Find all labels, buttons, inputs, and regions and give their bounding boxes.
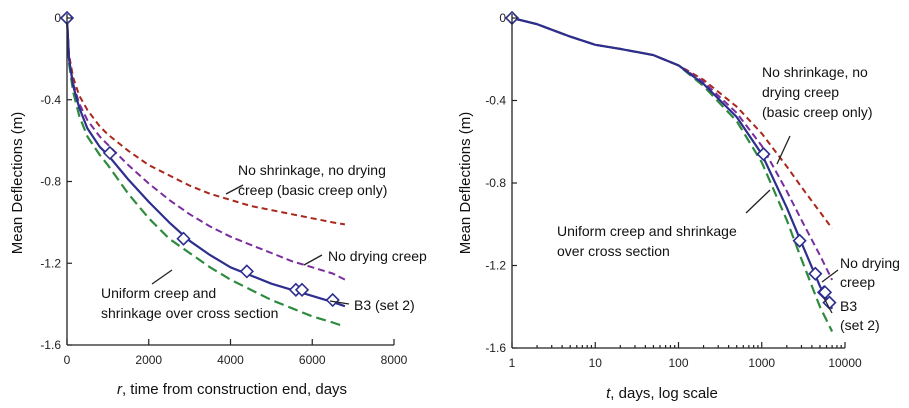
right-markers [504, 10, 837, 310]
right-y-axis-label: Mean Deflections (m) [457, 112, 474, 255]
right-annotation-no-shrinkage-line1: No shrinkage, no [762, 64, 868, 80]
left-y-axis-label: Mean Deflections (m) [9, 112, 26, 255]
right-annotation-no-drying-line1: No drying [840, 255, 900, 271]
right-annotation-b3-line1: B3 [840, 298, 857, 314]
left-annotation-no-shrinkage-line2: creep (basic creep only) [238, 182, 387, 198]
left-annotation-uniform: Uniform creep and shrinkage over cross s… [101, 285, 278, 321]
right-b3-marker [792, 233, 807, 248]
left-annotation-no-shrinkage: No shrinkage, no drying creep (basic cre… [238, 162, 390, 198]
left-arrow-b3 [329, 300, 350, 305]
chart-left: Mean Deflections (m) r, time from constr… [9, 10, 427, 398]
left-x-tick-label: 0 [64, 353, 71, 367]
left-series-no-shrinkage [66, 17, 346, 226]
right-arrow-uniform [745, 189, 771, 214]
right-annotation-b3: B3 (set 2) [840, 298, 880, 333]
left-arrow-no-drying [303, 254, 323, 266]
right-arrow-no-drying [821, 269, 839, 283]
left-y-tick-label: -1.6 [40, 338, 61, 352]
right-annotation-b3-line2: (set 2) [840, 317, 880, 333]
right-annotation-uniform-line1: Uniform creep and shrinkage [557, 223, 737, 239]
left-arrow-uniform [151, 269, 173, 285]
right-x-axis-label: t, days, log scale [606, 385, 718, 402]
left-x-tick-label: 6000 [299, 353, 326, 367]
right-y-tick-label: -0.8 [485, 176, 506, 190]
right-x-axis-label-variable: t [606, 385, 611, 402]
left-arrow-no-shrinkage [225, 184, 244, 195]
left-x-axis-label-text: , time from construction end, days [122, 381, 347, 398]
right-y-tick-label: 0 [499, 11, 506, 25]
left-markers [59, 10, 340, 308]
left-annotation-b3: B3 (set 2) [354, 297, 415, 313]
left-annotation-uniform-line1: Uniform creep and [101, 285, 216, 301]
right-y-tick-label: -1.2 [485, 259, 506, 273]
right-x-tick-label: 1000 [748, 356, 775, 370]
left-y-tick-label: -0.4 [40, 93, 61, 107]
right-annotation-no-shrinkage-line3: (basic creep only) [762, 104, 873, 120]
left-b3-marker [294, 282, 310, 297]
right-x-tick-label: 10000 [828, 356, 862, 370]
left-x-tick-label: 4000 [217, 353, 244, 367]
left-annotation-no-shrinkage-line1: No shrinkage, no drying [238, 162, 386, 178]
right-tick-labels: 0 -0.4 -0.8 -1.2 -1.61 10 100 1000 10000 [485, 11, 862, 370]
left-b3-marker [176, 231, 191, 246]
left-annotation-no-drying: No drying creep [328, 248, 427, 264]
right-x-tick-label: 10 [589, 356, 603, 370]
left-x-axis-label: r, time from construction end, days [117, 381, 347, 398]
right-arrow-no-shrinkage [776, 135, 791, 165]
right-series-no-shrinkage [511, 17, 833, 229]
right-annotation-no-drying-line2: creep [840, 274, 875, 290]
left-tick-labels: 0-0.4-0.8-1.2-1.60 2000 4000 6000 8000 [40, 11, 407, 367]
right-x-axis-label-text: , days, log scale [610, 385, 718, 402]
right-series-b3 [511, 16, 834, 310]
left-b3-marker [102, 145, 118, 161]
right-b3-marker [817, 285, 833, 300]
left-axes [66, 14, 395, 346]
left-y-tick-label: -0.8 [40, 175, 61, 189]
right-b3-marker [808, 266, 823, 281]
right-annotation-no-shrinkage-line2: drying creep [762, 84, 839, 100]
left-series-uniform [65, 17, 346, 328]
left-x-axis-label-variable: r [117, 381, 123, 398]
left-x-tick-label: 8000 [381, 353, 408, 367]
right-annotation-no-drying: No drying creep [840, 255, 904, 290]
left-y-tick-label: -1.2 [40, 256, 61, 270]
left-y-tick-label: 0 [54, 11, 61, 25]
left-b3-marker [239, 264, 254, 279]
right-annotation-uniform: Uniform creep and shrinkage over cross s… [557, 223, 741, 259]
right-x-tick-label: 100 [668, 356, 688, 370]
chart-right: Mean Deflections (m) t, days, log scale … [457, 10, 904, 402]
right-y-tick-label: -1.6 [485, 341, 506, 355]
right-x-tick-label: 1 [509, 356, 516, 370]
left-b3-marker [325, 292, 340, 308]
right-axes [511, 14, 846, 349]
right-y-tick-label: -0.4 [485, 94, 506, 108]
right-annotation-uniform-line2: over cross section [557, 243, 670, 259]
left-annotation-uniform-line2: shrinkage over cross section [101, 305, 278, 321]
right-b3-marker [756, 146, 771, 162]
right-annotation-no-shrinkage: No shrinkage, no drying creep (basic cre… [762, 64, 873, 120]
left-series-no-drying [66, 17, 346, 281]
left-x-tick-label: 2000 [135, 353, 162, 367]
right-arrow-b3 [823, 297, 833, 314]
